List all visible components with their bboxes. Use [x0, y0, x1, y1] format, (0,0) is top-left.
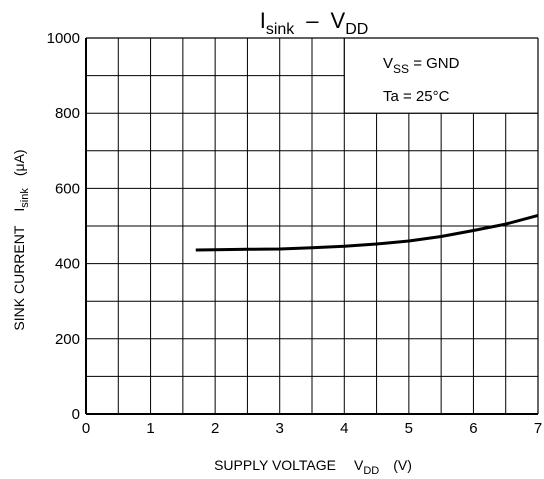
x-tick-label: 0: [82, 420, 90, 437]
y-axis-label: SINK CURRENT Isink (μA): [11, 149, 31, 330]
y-tick-label: 0: [72, 406, 80, 423]
x-tick-label: 2: [211, 420, 219, 437]
annotation-vss-subscript: SS: [393, 62, 409, 76]
y-axis-label-sink-subscript: sink: [19, 188, 31, 208]
y-tick-label: 1000: [47, 30, 80, 47]
grid: [86, 38, 538, 414]
plot-frame: [85, 37, 539, 415]
y-tick-label: 400: [55, 256, 80, 273]
title-i: I: [260, 8, 266, 33]
title-v: V: [331, 8, 346, 33]
y-tick-label: 600: [55, 180, 80, 197]
y-tick-label: 200: [55, 331, 80, 348]
chart-title: Isink – VDD: [260, 8, 369, 38]
x-tick-label: 4: [340, 420, 348, 437]
title-sink-subscript: sink: [266, 21, 295, 38]
tick-labels: 0 1 2 3 4 5 6 7 0 200 400 600 800 1000: [47, 30, 543, 437]
series-layer: [195, 214, 539, 252]
x-axis-label-main: SUPPLY VOLTAGE: [214, 457, 336, 473]
annotation-ta: Ta = 25°C: [383, 88, 450, 105]
annotation-box: [343, 38, 538, 114]
x-axis-label-unit: (V): [393, 457, 412, 473]
series-line-isink: [195, 214, 539, 252]
y-axis-label-i: I: [11, 208, 27, 212]
x-tick-label: 5: [405, 420, 413, 437]
x-axis-label-dd-subscript: DD: [363, 465, 379, 477]
x-tick-label: 6: [469, 420, 477, 437]
annotation-vss-rest: = GND: [409, 55, 460, 72]
y-axis-label-main: SINK CURRENT: [11, 225, 27, 330]
x-axis-label: SUPPLY VOLTAGE VDD (V): [214, 457, 412, 477]
y-tick-label: 800: [55, 105, 80, 122]
annotation-vss-v: V: [383, 55, 393, 72]
title-dash: –: [306, 8, 319, 33]
x-tick-label: 7: [534, 420, 542, 437]
y-axis-label-unit: (μA): [11, 149, 27, 176]
x-tick-label: 1: [146, 420, 154, 437]
x-tick-label: 3: [276, 420, 284, 437]
title-dd-subscript: DD: [345, 21, 368, 38]
annotation-vss: VSS = GND: [383, 55, 460, 76]
x-axis-label-v: V: [354, 457, 364, 473]
